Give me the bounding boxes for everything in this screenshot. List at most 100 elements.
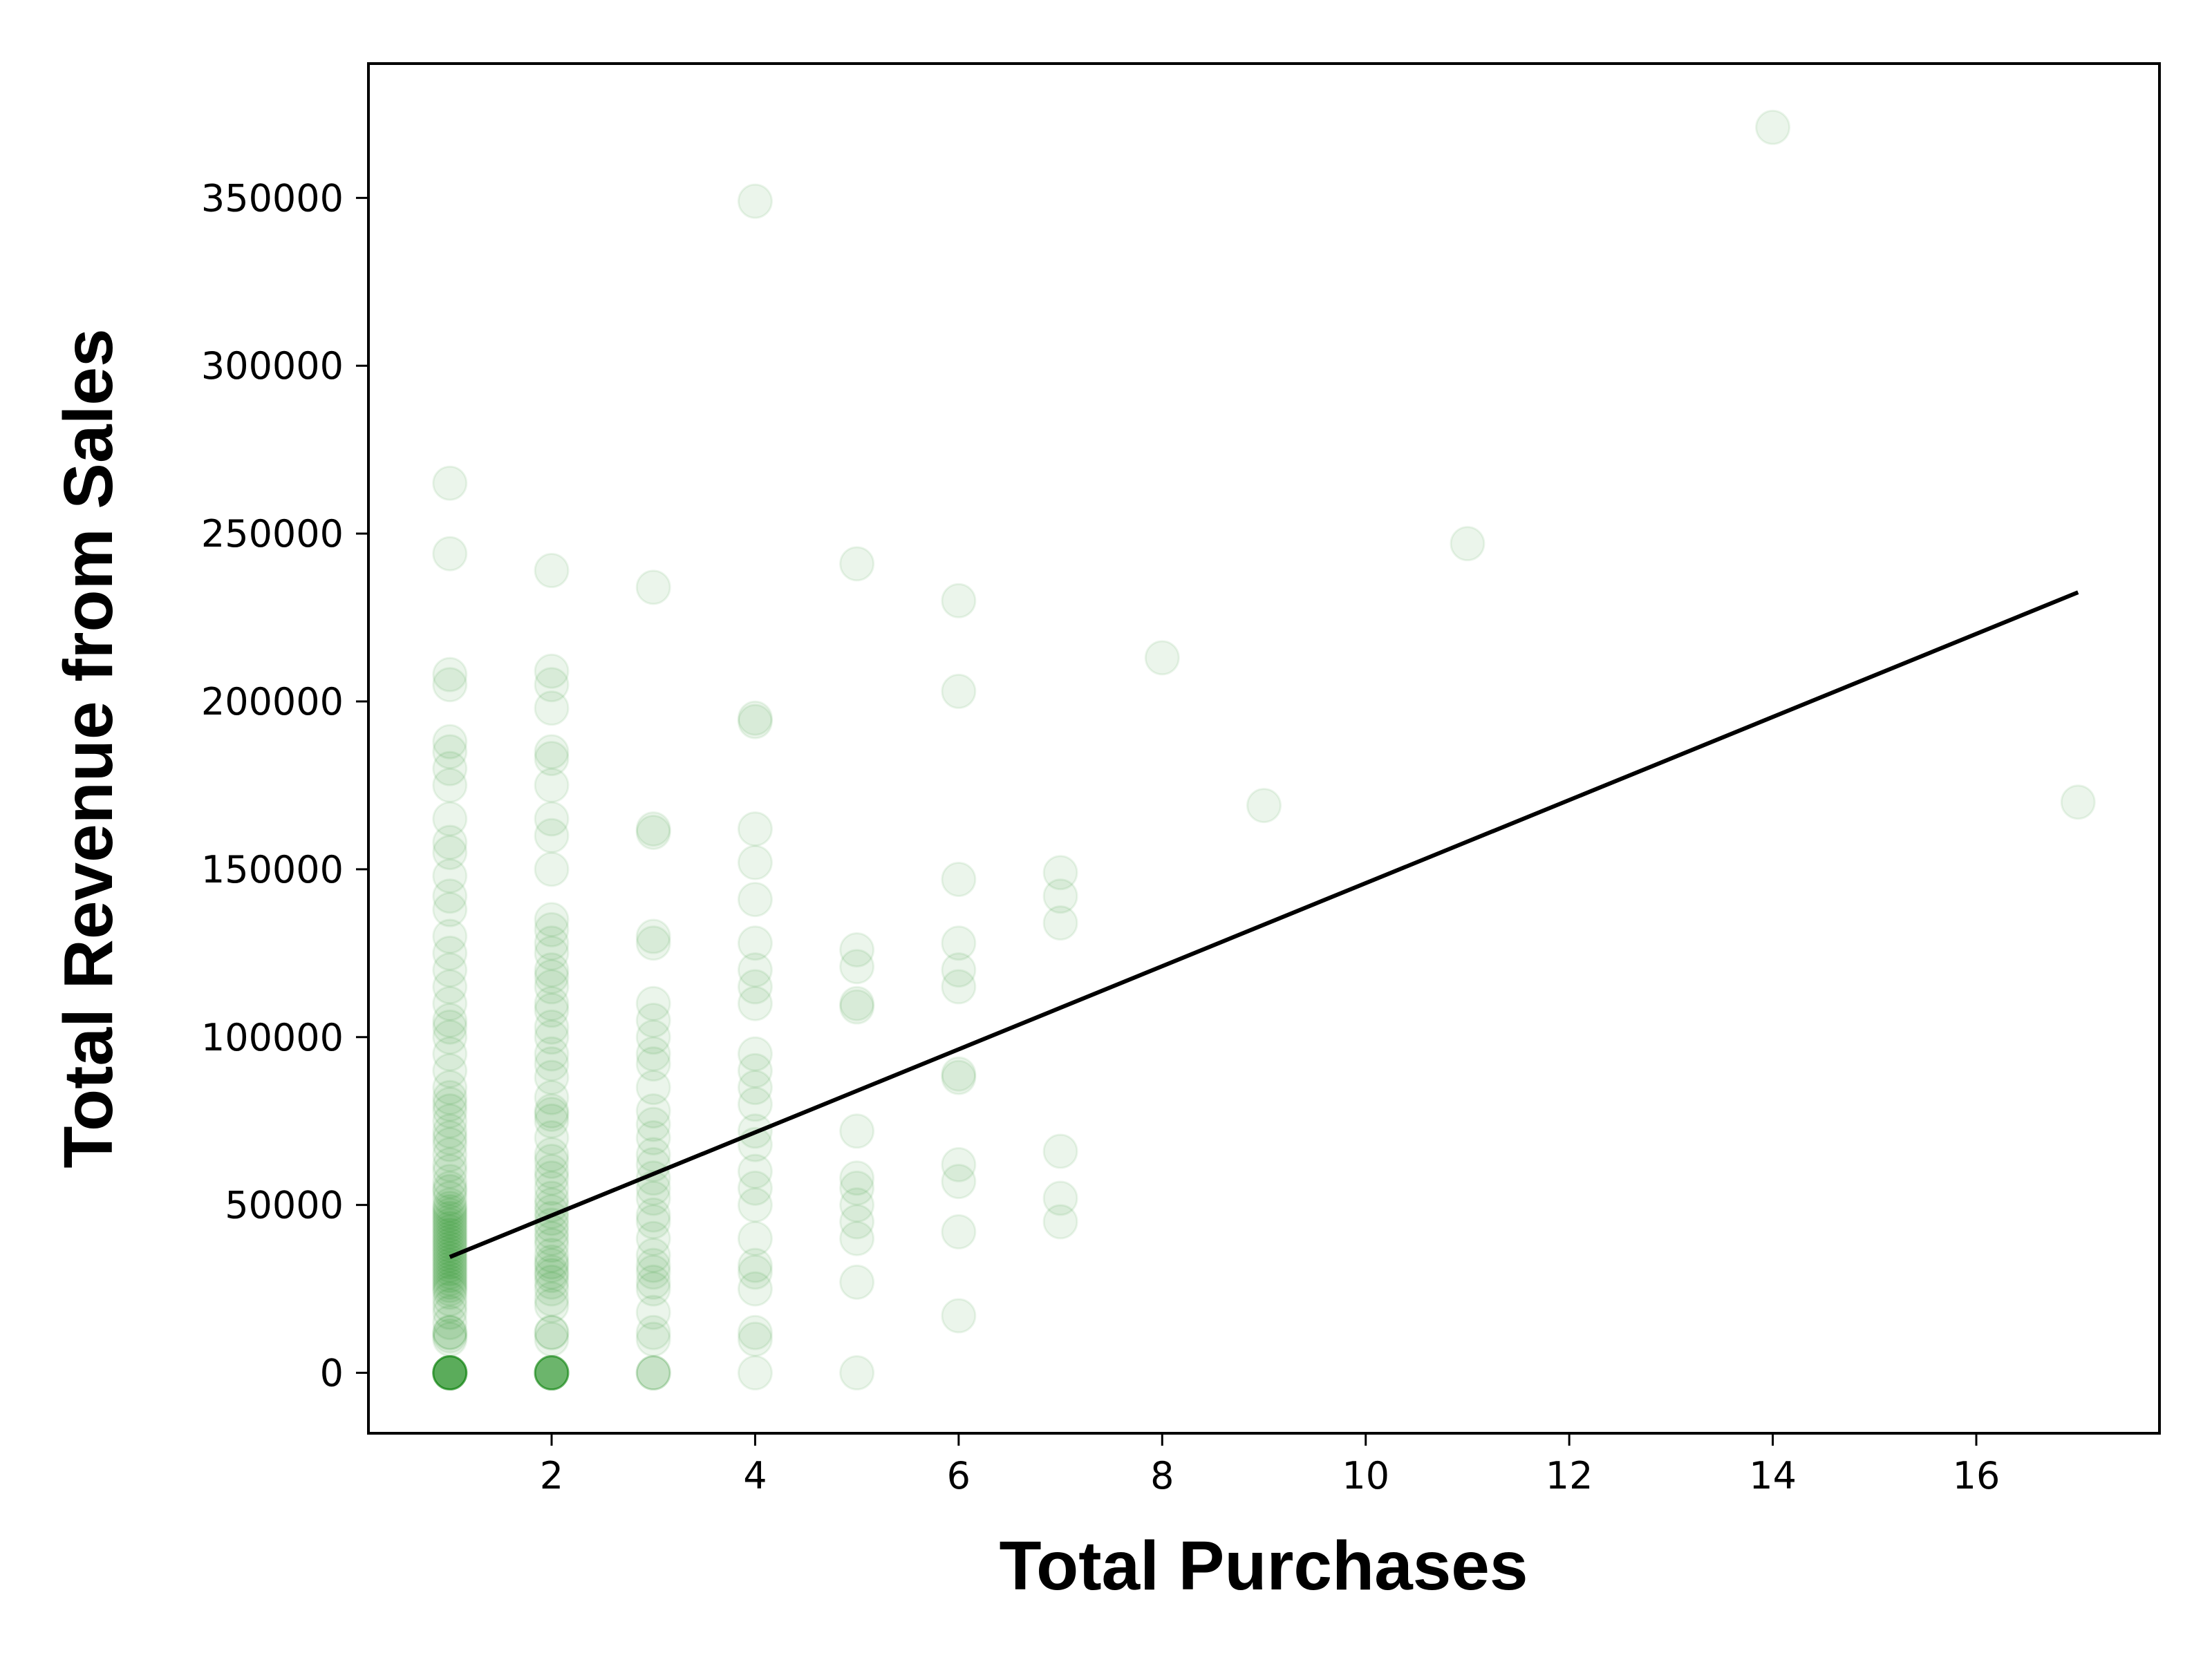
scatter-point bbox=[432, 1355, 468, 1391]
scatter-point bbox=[635, 1238, 671, 1274]
scatter-point bbox=[534, 1137, 570, 1173]
x-axis-ticks: 2 4 6 8 10 12 14 16 bbox=[540, 1433, 2000, 1498]
scatter-point bbox=[534, 1160, 570, 1196]
scatter-point bbox=[534, 1355, 570, 1391]
scatter-point bbox=[432, 878, 468, 914]
scatter-point bbox=[534, 969, 570, 1005]
scatter-point bbox=[635, 1355, 671, 1391]
scatter-point bbox=[534, 1355, 570, 1391]
scatter-point bbox=[1042, 1204, 1078, 1240]
scatter-point bbox=[534, 653, 570, 689]
scatter-point bbox=[1246, 788, 1282, 824]
x-tick-label: 8 bbox=[1150, 1454, 1174, 1498]
scatter-point bbox=[941, 583, 977, 618]
scatter-point bbox=[432, 1146, 468, 1182]
scatter-point bbox=[432, 1305, 468, 1341]
scatter-point bbox=[635, 1321, 671, 1357]
scatter-point bbox=[737, 811, 773, 847]
scatter-point bbox=[534, 818, 570, 853]
scatter-point bbox=[839, 1187, 875, 1223]
scatter-point bbox=[2060, 784, 2096, 820]
scatter-point bbox=[839, 949, 875, 985]
y-tick-label: 100000 bbox=[201, 1016, 344, 1059]
scatter-point bbox=[534, 1247, 570, 1283]
scatter-point bbox=[737, 700, 773, 736]
scatter-point bbox=[534, 1238, 570, 1274]
scatter-point bbox=[432, 1355, 468, 1391]
scatter-point bbox=[534, 1355, 570, 1391]
scatter-point bbox=[432, 465, 468, 501]
scatter-point bbox=[432, 1355, 468, 1391]
scatter-point bbox=[534, 690, 570, 726]
scatter-point bbox=[1144, 640, 1180, 676]
scatter-point bbox=[635, 1247, 671, 1283]
scatter-point bbox=[432, 1191, 468, 1227]
trend-line bbox=[449, 590, 2079, 1259]
scatter-point bbox=[737, 1271, 773, 1307]
scatter-point bbox=[432, 969, 468, 1005]
y-axis-label: Total Revenue from Sales bbox=[50, 328, 127, 1168]
scatter-point bbox=[635, 1355, 671, 1391]
scatter-point bbox=[432, 1318, 468, 1354]
scatter-point bbox=[534, 1355, 570, 1391]
scatter-point bbox=[941, 1056, 977, 1092]
scatter-point bbox=[839, 1355, 875, 1391]
scatter-point bbox=[941, 861, 977, 897]
scatter-point bbox=[534, 1281, 570, 1317]
scatter-point bbox=[432, 1200, 468, 1236]
scatter-point bbox=[432, 1355, 468, 1391]
scatter-point bbox=[534, 1314, 570, 1350]
scatter-point bbox=[941, 1164, 977, 1200]
scatter-point bbox=[432, 1274, 468, 1310]
scatter-point bbox=[534, 1220, 570, 1256]
scatter-point bbox=[635, 569, 671, 605]
x-tick-label: 14 bbox=[1749, 1454, 1797, 1498]
scatter-point bbox=[432, 801, 468, 837]
scatter-point bbox=[635, 1046, 671, 1082]
scatter-point bbox=[432, 1258, 468, 1294]
scatter-point bbox=[534, 1097, 570, 1133]
scatter-point bbox=[635, 925, 671, 961]
scatter-point bbox=[432, 1113, 468, 1149]
scatter-point bbox=[635, 1146, 671, 1182]
scatter-point bbox=[432, 750, 468, 786]
scatter-point bbox=[839, 1160, 875, 1196]
scatter-point bbox=[432, 824, 468, 860]
scatter-point bbox=[432, 1019, 468, 1055]
scatter-point bbox=[534, 1355, 570, 1391]
scatter-point bbox=[635, 1254, 671, 1290]
scatter-point bbox=[432, 1164, 468, 1200]
scatter-point bbox=[635, 811, 671, 847]
scatter-point bbox=[432, 1214, 468, 1250]
scatter-point bbox=[432, 1002, 468, 1038]
scatter-point bbox=[534, 959, 570, 994]
scatter-point bbox=[534, 1314, 570, 1350]
scatter-point bbox=[635, 1120, 671, 1156]
scatter-point bbox=[635, 1036, 671, 1072]
scatter-point bbox=[839, 1113, 875, 1149]
scatter-point bbox=[534, 1046, 570, 1082]
scatter-point bbox=[635, 1137, 671, 1173]
scatter-point bbox=[432, 1193, 468, 1229]
scatter-point bbox=[534, 1103, 570, 1139]
scatter-point bbox=[432, 1355, 468, 1391]
scatter-point bbox=[432, 1173, 468, 1209]
scatter-point bbox=[534, 1258, 570, 1294]
scatter-point bbox=[534, 1036, 570, 1072]
scatter-point bbox=[432, 1271, 468, 1307]
scatter-point bbox=[635, 1019, 671, 1055]
scatter-point bbox=[635, 1271, 671, 1307]
scatter-point bbox=[432, 1187, 468, 1223]
scatter-point bbox=[839, 1170, 875, 1206]
scatter-point bbox=[635, 814, 671, 850]
scatter-point bbox=[432, 1355, 468, 1391]
scatter-point bbox=[737, 1153, 773, 1189]
scatter-point bbox=[534, 1271, 570, 1307]
scatter-point bbox=[432, 1281, 468, 1317]
scatter-point bbox=[534, 1264, 570, 1300]
scatter-point bbox=[432, 1052, 468, 1088]
points-layer bbox=[432, 109, 2096, 1391]
scatter-point bbox=[1042, 1133, 1078, 1169]
scatter-point bbox=[635, 1070, 671, 1106]
scatter-point bbox=[534, 1287, 570, 1323]
